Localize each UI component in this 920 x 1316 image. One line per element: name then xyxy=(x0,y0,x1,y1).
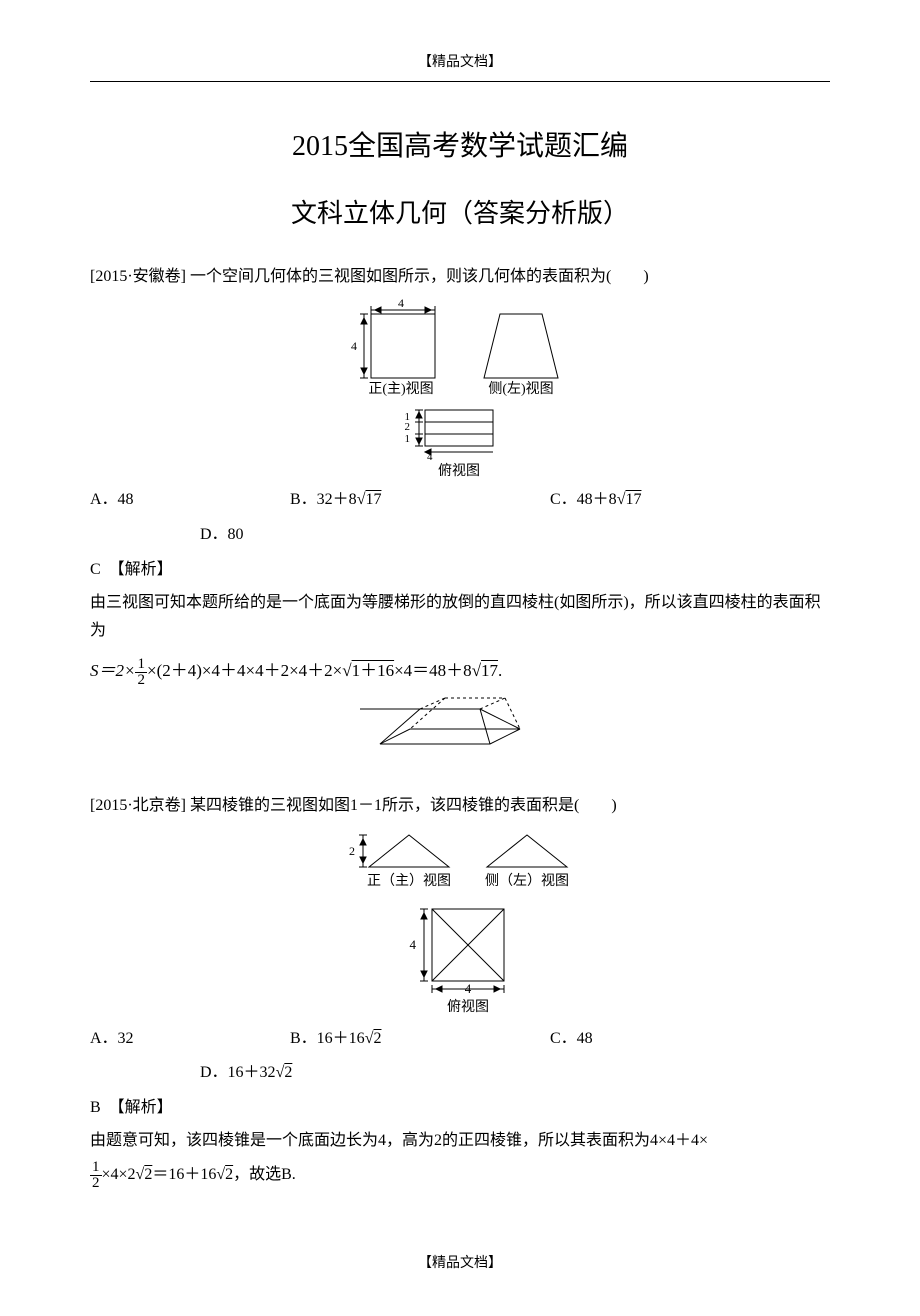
q1-front-view-svg: 4 4 正(主)视图 xyxy=(341,296,466,396)
q2-top-view-svg: 4 4 俯视图 xyxy=(390,899,530,1019)
q2-opt-a: A．32 xyxy=(90,1025,290,1054)
q2-front-view-svg: 2 正（主）视图 xyxy=(333,825,463,895)
q2-front-h-label: 2 xyxy=(349,844,355,858)
q1-options-row2: D．80 xyxy=(90,521,830,550)
q2: [2015·北京卷] 某四棱锥的三视图如图1－1所示，该四棱锥的表面积是( ) … xyxy=(90,792,830,1191)
q1-formula-post2: . xyxy=(498,661,502,680)
q2-top-w-label: 4 xyxy=(465,981,472,996)
q1-explain: 由三视图可知本题所给的是一个底面为等腰梯形的放倒的直四棱柱(如图所示)，所以该直… xyxy=(90,589,830,647)
q1-opt-a: A．48 xyxy=(90,486,290,515)
q1-prism-diagram xyxy=(90,694,830,774)
q2-explain-line2: 12×4×2√2＝16＋16√2，故选B. xyxy=(90,1160,830,1191)
q1: [2015·安徽卷] 一个空间几何体的三视图如图所示，则该几何体的表面积为( ) xyxy=(90,263,830,773)
q1-top-caption: 俯视图 xyxy=(438,463,480,479)
q1-front-caption: 正(主)视图 xyxy=(368,381,433,396)
q2-frac: 12 xyxy=(90,1160,102,1191)
q1-options: A．48 B．32＋8√17 C．48＋8√17 xyxy=(90,486,830,515)
q1-formula-mid: ×(2＋4)×4＋4×4＋2×4＋2× xyxy=(147,661,342,680)
header-label: 【精品文档】 xyxy=(90,50,830,75)
q1-opt-b: B．32＋8√17 xyxy=(290,486,550,515)
q1-formula: S＝2×12×(2＋4)×4＋4×4＋2×4＋2×√1＋16×4＝48＋8√17… xyxy=(90,656,830,688)
q1-views-top-row: 4 4 正(主)视图 侧(左)视图 xyxy=(90,296,830,396)
q2-front-caption: 正（主）视图 xyxy=(367,873,451,889)
q2-side-caption: 侧（左）视图 xyxy=(485,873,569,889)
q2-explain: 由题意可知，该四棱锥是一个底面边长为4，高为2的正四棱锥，所以其表面积为4×4＋… xyxy=(90,1127,830,1191)
q2-views-bottom-row: 4 4 俯视图 xyxy=(90,899,830,1019)
q1-front-h-label: 4 xyxy=(351,339,357,353)
q1-explain-line1: 由三视图可知本题所给的是一个底面为等腰梯形的放倒的直四棱柱(如图所示)，所以该直… xyxy=(90,589,830,647)
q2-root-b: 2 xyxy=(225,1166,233,1183)
q1-top-view-svg: 1 2 1 4 俯视图 xyxy=(395,400,525,480)
q2-explain-mid2: ＝16＋16 xyxy=(152,1166,216,1183)
q2-explain-end: ，故选B. xyxy=(233,1166,296,1183)
q2-intro: [2015·北京卷] 某四棱锥的三视图如图1－1所示，该四棱锥的表面积是( ) xyxy=(90,792,830,821)
q1-top-h3-label: 1 xyxy=(405,433,411,445)
q1-formula-post1: ×4＝48＋8 xyxy=(394,661,472,680)
q2-answer: B 【解析】 xyxy=(90,1094,830,1123)
q2-opt-b: B．16＋16√2 xyxy=(290,1025,550,1054)
q1-opt-d: D．80 xyxy=(200,526,244,543)
footer-label: 【精品文档】 xyxy=(90,1251,830,1276)
q2-side-view-svg: 侧（左）视图 xyxy=(467,825,587,895)
header-rule xyxy=(90,81,830,82)
q2-top-h-label: 4 xyxy=(410,937,417,952)
q1-side-caption: 侧(左)视图 xyxy=(488,381,553,396)
q2-views-top-row: 2 正（主）视图 侧（左）视图 xyxy=(90,825,830,895)
q1-answer: C 【解析】 xyxy=(90,556,830,585)
q1-formula-prefix: S＝2× xyxy=(90,661,135,680)
q2-opt-c: C．48 xyxy=(550,1025,810,1054)
q2-options: A．32 B．16＋16√2 C．48 xyxy=(90,1025,830,1054)
q1-formula-frac: 12 xyxy=(135,657,147,688)
q1-side-view-svg: 侧(左)视图 xyxy=(470,296,580,396)
q2-opt-d: D．16＋32√2 xyxy=(200,1064,292,1081)
q1-views-bottom-row: 1 2 1 4 俯视图 xyxy=(90,400,830,480)
q1-front-w-label: 4 xyxy=(398,296,404,310)
q1-top-h2-label: 2 xyxy=(405,421,411,433)
q2-explain-mid: ×4×2 xyxy=(102,1166,136,1183)
q1-formula-root2: 17 xyxy=(481,661,498,680)
q2-top-caption: 俯视图 xyxy=(447,999,489,1015)
q2-explain-line1: 由题意可知，该四棱锥是一个底面边长为4，高为2的正四棱锥，所以其表面积为4×4＋… xyxy=(90,1127,830,1156)
q1-formula-root1: 1＋16 xyxy=(352,661,395,680)
title-main: 2015全国高考数学试题汇编 xyxy=(90,122,830,172)
page: 【精品文档】 2015全国高考数学试题汇编 文科立体几何（答案分析版） [201… xyxy=(0,0,920,1316)
q2-options-row2: D．16＋32√2 xyxy=(90,1059,830,1088)
q1-intro: [2015·安徽卷] 一个空间几何体的三视图如图所示，则该几何体的表面积为( ) xyxy=(90,263,830,292)
title-sub: 文科立体几何（答案分析版） xyxy=(90,191,830,238)
q1-opt-c: C．48＋8√17 xyxy=(550,486,810,515)
